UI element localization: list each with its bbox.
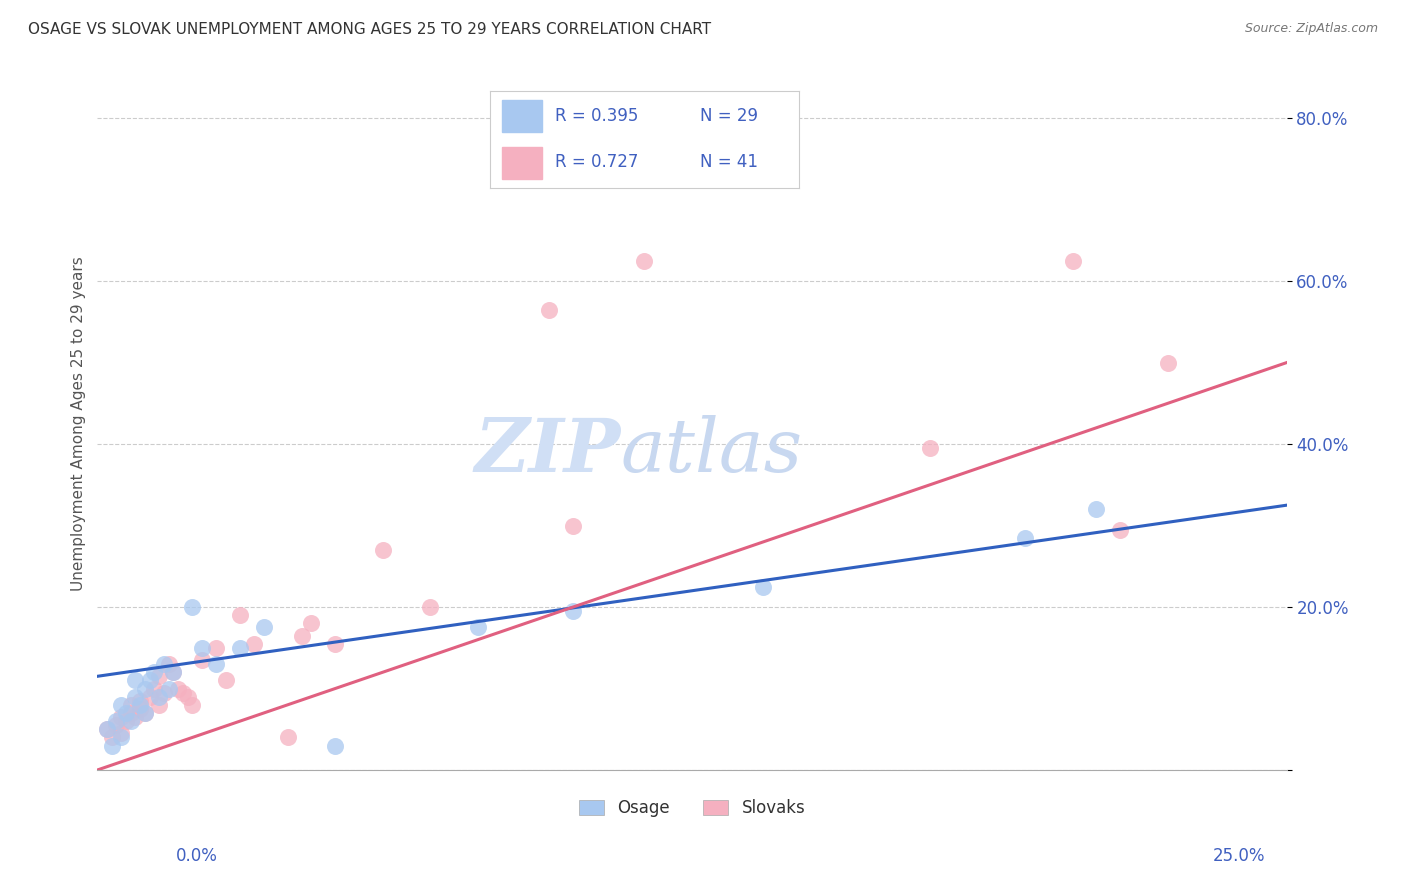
Point xyxy=(467,620,489,634)
Point xyxy=(105,718,128,732)
Point xyxy=(1062,253,1084,268)
Point xyxy=(299,616,322,631)
Point xyxy=(96,723,118,737)
Point xyxy=(162,665,184,680)
Point xyxy=(157,657,180,671)
Point xyxy=(124,710,146,724)
Point xyxy=(100,739,122,753)
Point xyxy=(323,637,346,651)
Point xyxy=(129,698,152,712)
Point xyxy=(172,685,194,699)
Point xyxy=(110,726,132,740)
Point xyxy=(120,714,142,728)
Point xyxy=(229,640,252,655)
Point xyxy=(752,580,775,594)
Point xyxy=(633,253,655,268)
Point xyxy=(229,608,252,623)
Text: 25.0%: 25.0% xyxy=(1213,847,1265,865)
Point xyxy=(157,681,180,696)
Point xyxy=(177,690,200,704)
Point xyxy=(1085,502,1108,516)
Point xyxy=(115,706,138,720)
Point xyxy=(115,714,138,728)
Point xyxy=(191,653,214,667)
Text: atlas: atlas xyxy=(620,415,803,488)
Point xyxy=(124,673,146,688)
Point xyxy=(243,637,266,651)
Point xyxy=(129,694,152,708)
Text: OSAGE VS SLOVAK UNEMPLOYMENT AMONG AGES 25 TO 29 YEARS CORRELATION CHART: OSAGE VS SLOVAK UNEMPLOYMENT AMONG AGES … xyxy=(28,22,711,37)
Point xyxy=(153,657,176,671)
Point xyxy=(100,731,122,745)
Point xyxy=(323,739,346,753)
Point xyxy=(167,681,190,696)
Point xyxy=(371,543,394,558)
Legend: Osage, Slovaks: Osage, Slovaks xyxy=(572,793,811,824)
Point xyxy=(162,665,184,680)
Point xyxy=(110,731,132,745)
Point xyxy=(191,640,214,655)
Point xyxy=(143,665,166,680)
Point xyxy=(120,698,142,712)
Point xyxy=(110,698,132,712)
Point xyxy=(153,685,176,699)
Point xyxy=(253,620,276,634)
Point xyxy=(129,702,152,716)
Point xyxy=(1156,356,1178,370)
Point xyxy=(205,640,228,655)
Point xyxy=(143,681,166,696)
Point xyxy=(138,690,160,704)
Point xyxy=(419,600,441,615)
Point xyxy=(215,673,238,688)
Point xyxy=(134,681,156,696)
Point xyxy=(1109,523,1132,537)
Point xyxy=(562,518,585,533)
Point xyxy=(291,629,314,643)
Y-axis label: Unemployment Among Ages 25 to 29 years: Unemployment Among Ages 25 to 29 years xyxy=(72,256,86,591)
Point xyxy=(120,706,142,720)
Text: Source: ZipAtlas.com: Source: ZipAtlas.com xyxy=(1244,22,1378,36)
Text: ZIP: ZIP xyxy=(474,415,620,488)
Point xyxy=(918,441,941,455)
Point xyxy=(277,731,299,745)
Text: 0.0%: 0.0% xyxy=(176,847,218,865)
Point xyxy=(562,604,585,618)
Point xyxy=(181,600,204,615)
Point xyxy=(205,657,228,671)
Point xyxy=(110,710,132,724)
Point xyxy=(134,706,156,720)
Point xyxy=(124,690,146,704)
Point xyxy=(138,673,160,688)
Point xyxy=(538,302,561,317)
Point xyxy=(148,669,170,683)
Point xyxy=(105,714,128,728)
Point xyxy=(1014,531,1036,545)
Point xyxy=(148,698,170,712)
Point xyxy=(181,698,204,712)
Point xyxy=(134,706,156,720)
Point xyxy=(96,723,118,737)
Point xyxy=(148,690,170,704)
